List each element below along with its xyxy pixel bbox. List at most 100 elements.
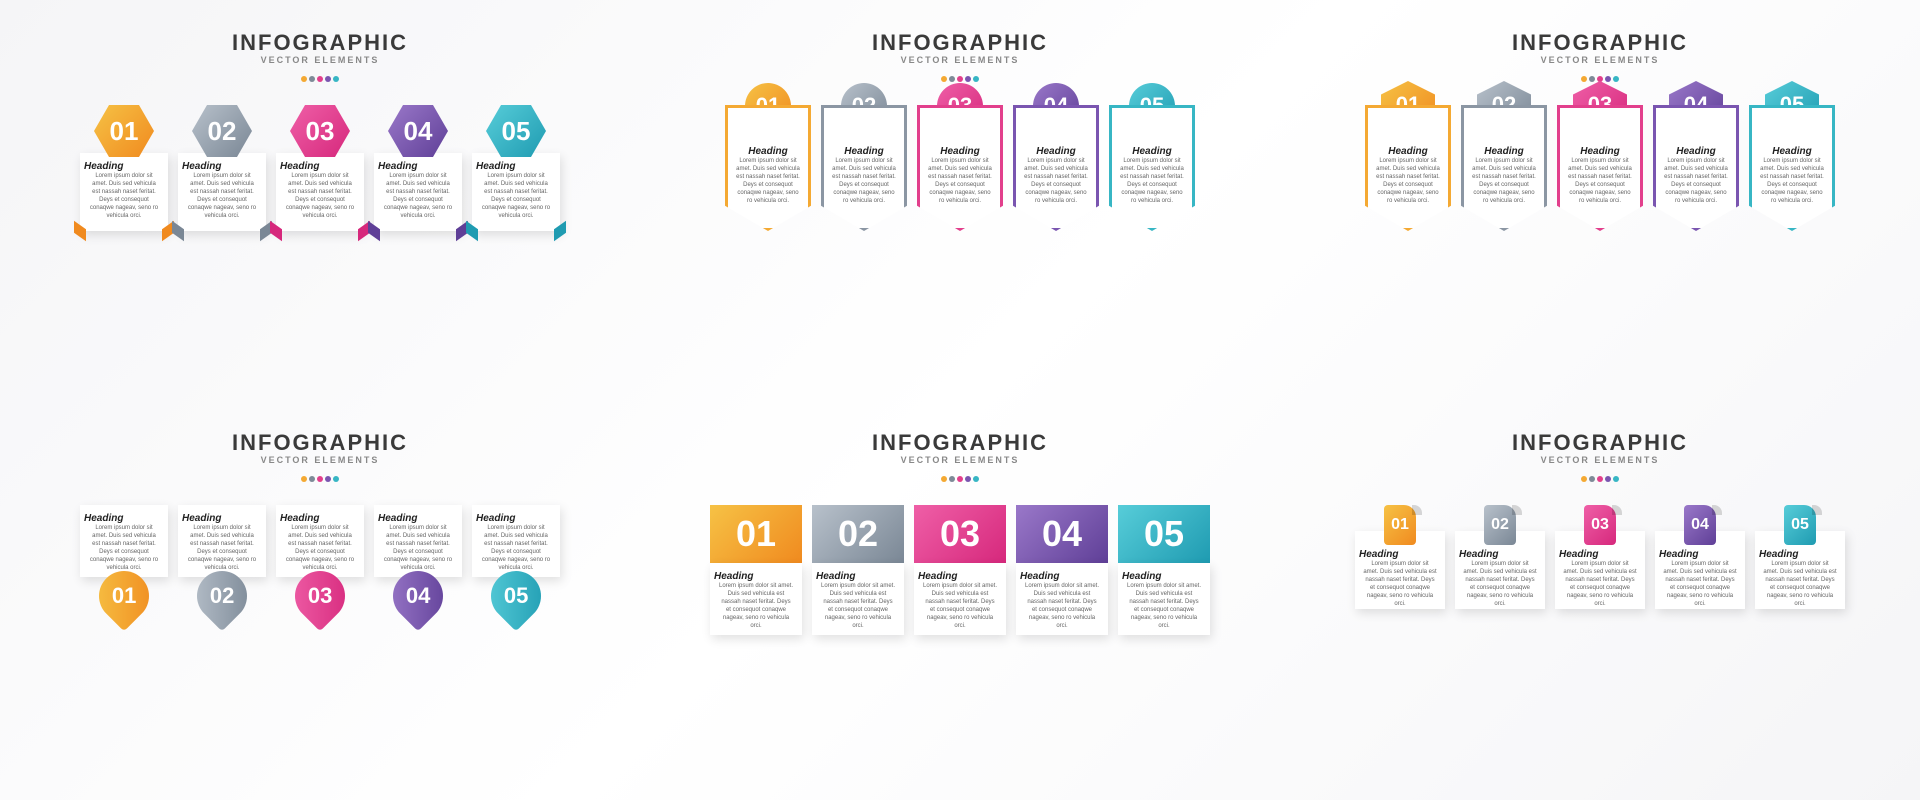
item-body: Lorem ipsum dolor sit amet. Duis sed veh… [1659,560,1741,609]
item-body: Lorem ipsum dolor sit amet. Duis sed veh… [1459,560,1541,609]
step-card: Heading Lorem ipsum dolor sit amet. Duis… [178,505,266,577]
step-number: 02 [208,116,237,147]
step-card: Heading Lorem ipsum dolor sit amet. Duis… [472,153,560,231]
step-card: Heading Lorem ipsum dolor sit amet. Duis… [80,153,168,231]
dot-icon [309,76,315,82]
block-badge-icon: 02 [812,505,904,563]
step-card: Heading Lorem ipsum dolor sit amet. Duis… [1109,105,1195,231]
item-body: Lorem ipsum dolor sit amet. Duis sed veh… [378,172,458,221]
item-heading: Heading [84,161,164,172]
item-heading: Heading [1020,571,1104,582]
step-number: 03 [308,583,332,609]
block-badge-icon: 04 [1016,505,1108,563]
step-item-02: 02 Heading Lorem ipsum dolor sit amet. D… [1461,105,1547,231]
dot-icon [949,76,955,82]
item-body: Lorem ipsum dolor sit amet. Duis sed veh… [732,157,804,206]
item-heading: Heading [844,146,883,157]
title: INFOGRAPHIC [1512,30,1688,56]
item-heading: Heading [378,161,458,172]
item-body: Lorem ipsum dolor sit amet. Duis sed veh… [182,524,262,573]
title-block: INFOGRAPHIC VECTOR ELEMENTS [232,30,408,87]
step-number: 01 [1391,516,1409,534]
step-item-03: Heading Lorem ipsum dolor sit amet. Duis… [276,505,364,621]
dot-icon [949,476,955,482]
dot-icon [317,76,323,82]
step-item-03: 03 Heading Lorem ipsum dolor sit amet. D… [1557,105,1643,231]
dot-icon [973,476,979,482]
hex-badge-icon: 02 [192,105,252,157]
item-heading: Heading [748,146,787,157]
hex-badge-icon: 01 [94,105,154,157]
step-item-01: 01 Heading Lorem ipsum dolor sit amet. D… [80,105,168,231]
infographic-grid-page: INFOGRAPHIC VECTOR ELEMENTS 01 Heading L… [0,0,1920,800]
block-badge-icon: 01 [710,505,802,563]
item-heading: Heading [1459,549,1541,560]
ribbon-badge-icon: 05 [1784,505,1816,545]
dot-icon [1589,476,1595,482]
title: INFOGRAPHIC [1512,430,1688,456]
step-item-01: 01 Heading Lorem ipsum dolor sit amet. D… [725,105,811,231]
fold-icon [270,221,282,241]
step-card: Heading Lorem ipsum dolor sit amet. Duis… [374,153,462,231]
item-body: Lorem ipsum dolor sit amet. Duis sed veh… [1660,157,1732,206]
item-body: Lorem ipsum dolor sit amet. Duis sed veh… [280,524,360,573]
step-item-02: 02 Heading Lorem ipsum dolor sit amet. D… [821,105,907,231]
title-block: INFOGRAPHIC VECTOR ELEMENTS [232,430,408,487]
title-block: INFOGRAPHIC VECTOR ELEMENTS [1512,30,1688,87]
step-number: 04 [1691,516,1709,534]
item-body: Lorem ipsum dolor sit amet. Duis sed veh… [1122,582,1206,631]
item-heading: Heading [918,571,1002,582]
item-heading: Heading [182,513,262,524]
items-row: 01 Heading Lorem ipsum dolor sit amet. D… [670,505,1250,635]
step-card: Heading Lorem ipsum dolor sit amet. Duis… [178,153,266,231]
item-heading: Heading [816,571,900,582]
ribbon-badge-icon: 02 [1484,505,1516,545]
dot-icon [333,476,339,482]
dot-icon [301,76,307,82]
title-block: INFOGRAPHIC VECTOR ELEMENTS [1512,430,1688,487]
step-card: Heading Lorem ipsum dolor sit amet. Duis… [917,105,1003,231]
dot-icon [1589,76,1595,82]
item-body: Lorem ipsum dolor sit amet. Duis sed veh… [182,172,262,221]
item-heading: Heading [1388,146,1427,157]
item-heading: Heading [1559,549,1641,560]
step-item-05: 05 Heading Lorem ipsum dolor sit amet. D… [1749,105,1835,231]
dot-icon [1613,76,1619,82]
item-heading: Heading [1759,549,1841,560]
item-body: Lorem ipsum dolor sit amet. Duis sed veh… [280,172,360,221]
step-item-01: 01 Heading Lorem ipsum dolor sit amet. D… [1365,105,1451,231]
item-body: Lorem ipsum dolor sit amet. Duis sed veh… [1564,157,1636,206]
item-body: Lorem ipsum dolor sit amet. Duis sed veh… [714,582,798,631]
dot-icon [957,476,963,482]
item-body: Lorem ipsum dolor sit amet. Duis sed veh… [828,157,900,206]
step-card: Heading Lorem ipsum dolor sit amet. Duis… [1013,105,1099,231]
set-b: INFOGRAPHIC VECTOR ELEMENTS 01 Heading L… [640,0,1280,400]
title: INFOGRAPHIC [872,30,1048,56]
step-card: Heading Lorem ipsum dolor sit amet. Duis… [276,153,364,231]
title-block: INFOGRAPHIC VECTOR ELEMENTS [872,30,1048,87]
item-body: Lorem ipsum dolor sit amet. Duis sed veh… [476,524,556,573]
item-heading: Heading [1580,146,1619,157]
step-card: Heading Lorem ipsum dolor sit amet. Duis… [1557,105,1643,231]
step-item-05: Heading Lorem ipsum dolor sit amet. Duis… [472,505,560,621]
item-heading: Heading [1359,549,1441,560]
step-item-01: Heading Lorem ipsum dolor sit amet. Duis… [80,505,168,621]
set-a: INFOGRAPHIC VECTOR ELEMENTS 01 Heading L… [0,0,640,400]
item-body: Lorem ipsum dolor sit amet. Duis sed veh… [1372,157,1444,206]
item-heading: Heading [1772,146,1811,157]
step-item-02: 02 Heading Lorem ipsum dolor sit amet. D… [812,505,904,635]
dot-icon [941,76,947,82]
step-number: 01 [110,116,139,147]
step-item-05: 05 Heading Lorem ipsum dolor sit amet. D… [1755,505,1845,609]
subtitle: VECTOR ELEMENTS [1512,55,1688,65]
item-heading: Heading [1676,146,1715,157]
step-card: Heading Lorem ipsum dolor sit amet. Duis… [725,105,811,231]
item-heading: Heading [1036,146,1075,157]
dot-icon [309,476,315,482]
set-c: INFOGRAPHIC VECTOR ELEMENTS 01 Heading L… [1280,0,1920,400]
item-body: Lorem ipsum dolor sit amet. Duis sed veh… [378,524,458,573]
step-number: 05 [504,583,528,609]
subtitle: VECTOR ELEMENTS [232,455,408,465]
step-number: 05 [502,116,531,147]
item-heading: Heading [476,513,556,524]
